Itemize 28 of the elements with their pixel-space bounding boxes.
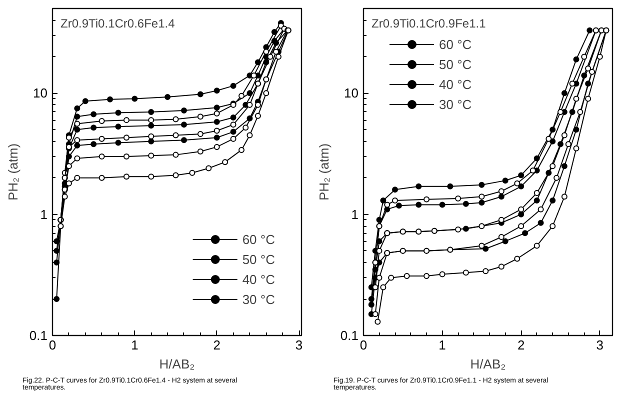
legend-label: 30 °C xyxy=(242,292,275,306)
x-tick-label: 0 xyxy=(360,338,368,352)
y-axis-title: PH₂ (atm) xyxy=(316,143,332,201)
x-tick-label: 1 xyxy=(131,338,138,352)
y-tick-label: 10 xyxy=(33,86,48,101)
x-axis-title: H/AB₂ xyxy=(159,356,195,372)
y-axis-title: PH₂ (atm) xyxy=(5,143,20,201)
legend-label: 60 °C xyxy=(439,36,472,52)
x-tick-label: 2 xyxy=(517,338,525,352)
annotation: Zr0.9Ti0.1Cr0.9Fe1.1 xyxy=(372,16,486,30)
x-tick-label: 3 xyxy=(596,338,604,352)
y-tick-label: 10 xyxy=(344,86,359,101)
y-tick-label: 1 xyxy=(40,206,48,222)
x-tick-label: 2 xyxy=(213,338,220,352)
legend-label: 40 °C xyxy=(242,272,275,286)
x-tick-label: 1 xyxy=(438,338,446,352)
y-tick-label: 0.1 xyxy=(29,328,48,343)
y-tick-label: 0.1 xyxy=(340,328,359,343)
legend-label: 50 °C xyxy=(242,252,275,266)
y-tick-label: 1 xyxy=(351,206,359,222)
annotation: Zr0.9Ti0.1Cr0.6Fe1.4 xyxy=(60,16,176,30)
x-tick-label: 3 xyxy=(295,338,303,352)
legend-label: 40 °C xyxy=(439,76,472,92)
legend-label: 60 °C xyxy=(242,232,275,246)
legend-label: 30 °C xyxy=(439,96,472,112)
legend-label: 50 °C xyxy=(439,56,472,72)
x-tick-label: 0 xyxy=(48,338,56,352)
x-axis-title: H/AB₂ xyxy=(470,356,506,372)
